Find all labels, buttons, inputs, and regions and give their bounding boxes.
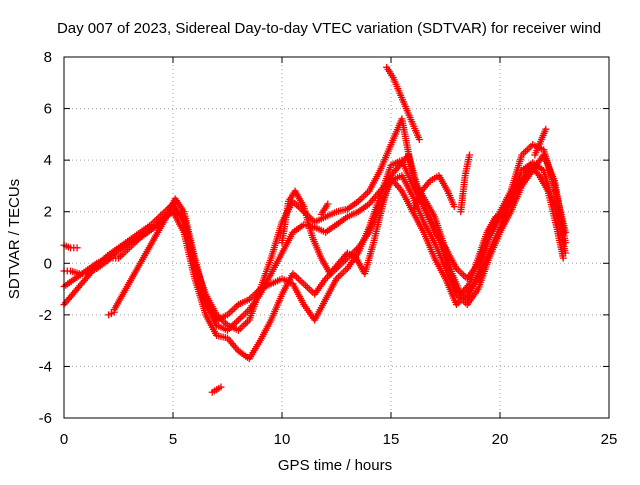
x-tick-label: 5 — [169, 431, 177, 448]
x-tick-label: 15 — [383, 431, 400, 448]
data-point — [73, 244, 81, 252]
x-tick-label: 25 — [601, 431, 618, 448]
data-point — [324, 200, 332, 208]
y-tick-label: 2 — [44, 204, 52, 221]
x-tick-label: 20 — [492, 431, 509, 448]
data-points — [60, 63, 569, 396]
data-point — [110, 308, 118, 316]
data-point — [559, 254, 567, 262]
data-point — [217, 383, 225, 391]
data-point — [450, 203, 458, 211]
y-tick-label: 8 — [44, 49, 52, 66]
data-point — [465, 151, 473, 159]
y-tick-label: 0 — [44, 255, 52, 272]
x-tick-label: 0 — [60, 431, 68, 448]
data-point — [415, 136, 423, 144]
y-tick-label: -2 — [39, 307, 52, 324]
y-tick-label: 6 — [44, 101, 52, 118]
x-tick-label: 10 — [274, 431, 291, 448]
y-tick-label: -6 — [39, 410, 52, 427]
data-point — [561, 228, 569, 236]
plot-frame — [63, 56, 610, 419]
y-axis-label: SDTVAR / TECUs — [6, 179, 23, 299]
y-tick-label: -4 — [39, 358, 52, 375]
y-tick-label: 4 — [44, 152, 52, 169]
chart-title: Day 007 of 2023, Sidereal Day-to-day VTE… — [57, 20, 601, 37]
x-axis-label: GPS time / hours — [278, 457, 392, 474]
data-point — [542, 125, 550, 133]
